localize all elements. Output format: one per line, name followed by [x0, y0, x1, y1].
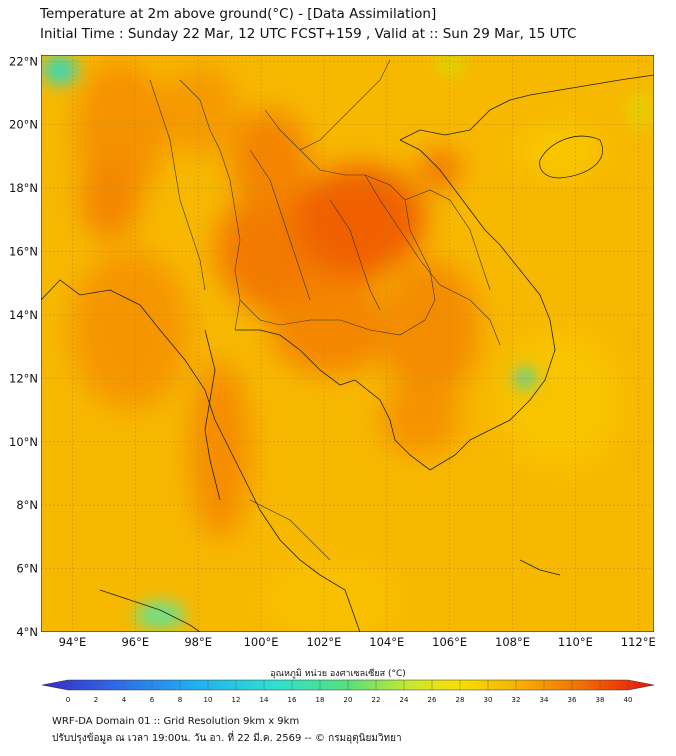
lat-tick-label: 8°N [16, 498, 38, 512]
lon-tick-label: 94°E [59, 635, 87, 649]
lat-tick-label: 10°N [9, 435, 38, 449]
country-borders [149, 59, 501, 561]
latitude-ticks: 22°N 20°N 18°N 16°N 14°N 12°N 10°N 8°N 6°N 4°N [9, 54, 38, 639]
colorbar-tick-label: 0 [66, 696, 70, 704]
lon-tick-label: 110°E [558, 635, 593, 649]
colorbar-tick-label: 12 [232, 696, 241, 704]
colorbar-tick-label: 2 [94, 696, 98, 704]
lon-tick-label: 106°E [432, 635, 467, 649]
colorbar-label: อุณหภูมิ หน่วย องศาเซลเซียส (°C) [270, 669, 406, 679]
colorbar-ticks: 0 2 4 6 8 10 12 14 16 18 20 22 24 26 28 30 32 34 36 38 40 [66, 680, 633, 704]
colorbar-tick-label: 4 [122, 696, 127, 704]
colorbar: 0 2 4 6 8 10 12 14 16 18 20 22 24 26 28 30 32 34 36 38 40 [41, 679, 655, 704]
gridlines [41, 55, 654, 632]
colorbar-tick-label: 40 [624, 696, 633, 704]
colorbar-tick-label: 24 [400, 696, 409, 704]
lon-tick-label: 104°E [369, 635, 404, 649]
colorbar-tick-label: 16 [288, 696, 297, 704]
lon-tick-label: 96°E [121, 635, 149, 649]
lat-tick-label: 16°N [9, 245, 38, 259]
coastlines [41, 74, 654, 632]
lat-tick-label: 6°N [16, 562, 38, 576]
colorbar-tick-label: 10 [204, 696, 213, 704]
colorbar-tick-label: 28 [456, 696, 465, 704]
map-title: Temperature at 2m above ground(°C) - [Da… [40, 6, 437, 22]
footer-update-info: ปรับปรุงข้อมูล ณ เวลา 19:00น. วัน อา. ที… [52, 733, 402, 744]
lon-tick-label: 102°E [306, 635, 341, 649]
lon-tick-label: 108°E [495, 635, 530, 649]
temperature-field [70, 60, 620, 632]
colorbar-tick-label: 32 [512, 696, 521, 704]
lon-tick-label: 98°E [184, 635, 212, 649]
colorbar-tick-label: 38 [596, 696, 605, 704]
lon-tick-label: 112°E [621, 635, 656, 649]
lat-tick-label: 20°N [9, 118, 38, 132]
colorbar-tick-label: 22 [372, 696, 381, 704]
colorbar-tick-label: 36 [568, 696, 577, 704]
lat-tick-label: 4°N [16, 625, 38, 639]
colorbar-tick-label: 8 [178, 696, 182, 704]
colorbar-tick-label: 34 [540, 696, 549, 704]
colorbar-tick-label: 20 [344, 696, 353, 704]
cool-spots [42, 55, 652, 629]
footer-model-info: WRF-DA Domain 01 :: Grid Resolution 9km … [52, 716, 300, 727]
lon-tick-label: 100°E [244, 635, 279, 649]
colorbar-tick-label: 30 [484, 696, 493, 704]
lat-tick-label: 18°N [9, 181, 38, 195]
colorbar-tick-label: 6 [150, 696, 155, 704]
colorbar-tick-label: 26 [428, 696, 437, 704]
longitude-ticks: 94°E 96°E 98°E 100°E 102°E 104°E 106°E 108°E 110… [59, 635, 656, 649]
lat-tick-label: 22°N [9, 54, 38, 68]
lat-tick-label: 12°N [9, 371, 38, 385]
temperature-map: 22°N 20°N 18°N 16°N 14°N 12°N 10°N 8°N 6°N 4°N 94… [9, 54, 656, 649]
colorbar-tick-label: 18 [316, 696, 325, 704]
colorbar-tick-label: 14 [260, 696, 269, 704]
map-subtitle: Initial Time : Sunday 22 Mar, 12 UTC FCS… [40, 26, 577, 42]
lat-tick-label: 14°N [9, 308, 38, 322]
